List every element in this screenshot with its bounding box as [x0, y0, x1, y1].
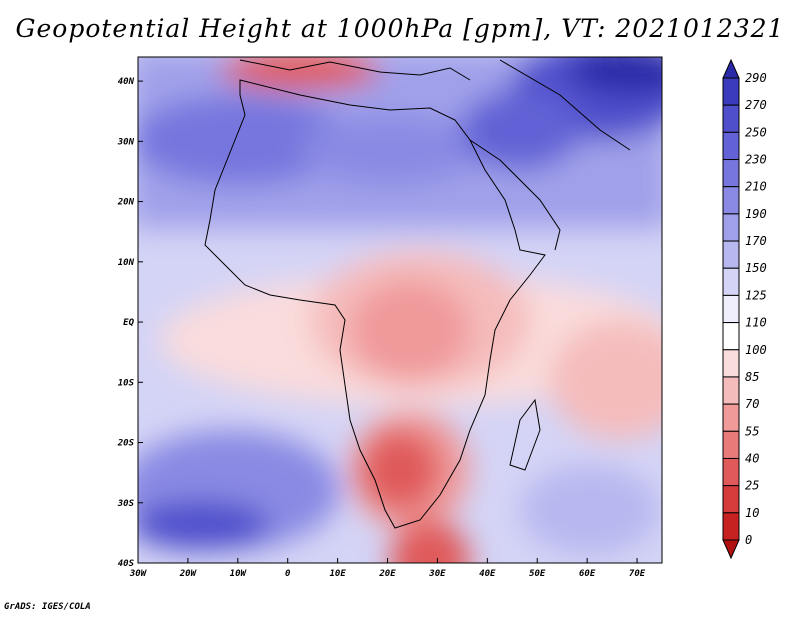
colorbar-segment [722, 267, 740, 296]
colorbar-segment [722, 240, 740, 269]
colorbar-segment [722, 213, 740, 242]
colorbar-label: 170 [745, 234, 767, 248]
lon-label: 20E [378, 569, 396, 579]
lat-label: 30N [117, 137, 135, 147]
map-title: Geopotential Height at 1000hPa [gpm], VT… [15, 14, 785, 43]
lat-label: 40S [118, 559, 135, 569]
colorbar-segment [722, 512, 740, 541]
colorbar-label: 0 [745, 533, 752, 547]
colorbar-top-arrow [722, 58, 740, 79]
longitude-axis: 30W 20W 10W 0 10E 20E 30E 40E 50E 60E 70E [129, 558, 646, 579]
colorbar-segment [722, 104, 740, 133]
lon-label: 30E [428, 569, 446, 579]
lon-label: 60E [579, 569, 596, 579]
colorbar-segment [722, 186, 740, 215]
lat-label: 10S [118, 378, 135, 388]
colorbar-label: 290 [745, 71, 767, 85]
lon-label: 10W [230, 569, 248, 579]
colorbar-segment [722, 159, 740, 188]
lat-label: 20S [117, 439, 135, 449]
colorbar-segment [722, 430, 740, 459]
lon-label: 10E [329, 569, 346, 579]
colorbar-label: 10 [745, 506, 759, 520]
colorbar-label: 40 [745, 451, 759, 465]
colorbar: 2902702502302101901701501251101008570554… [722, 58, 767, 560]
colorbar-segment [722, 376, 740, 405]
colorbar-label: 125 [745, 288, 767, 302]
colorbar-segment [722, 485, 740, 514]
lon-label: 0 [285, 569, 291, 579]
colorbar-label: 100 [745, 343, 767, 357]
colorbar-label: 85 [745, 370, 759, 384]
lat-label: 30S [117, 499, 135, 509]
lon-label: 70E [629, 569, 646, 579]
colorbar-label: 70 [745, 397, 759, 411]
plot-frame [137, 56, 663, 564]
colorbar-label: 190 [745, 207, 767, 221]
colorbar-bottom-arrow [722, 539, 740, 560]
lon-label: 50E [529, 569, 546, 579]
lon-label: 20W [179, 569, 198, 579]
colorbar-segment [722, 322, 740, 351]
colorbar-segment [722, 77, 740, 106]
colorbar-label: 25 [745, 479, 759, 493]
colorbar-segment [722, 131, 740, 161]
colorbar-label: 270 [745, 98, 767, 112]
lat-label: 20N [117, 198, 135, 208]
lon-label: 40E [479, 569, 496, 579]
latitude-axis: 40N 30N 20N 10N EQ 10S 20S 30S 40S [117, 77, 143, 569]
lat-label: 40N [118, 77, 135, 87]
lon-label: 30W [129, 569, 148, 579]
colorbar-label: 150 [745, 261, 767, 275]
colorbar-label: 55 [745, 424, 759, 438]
colorbar-segment [722, 349, 740, 378]
colorbar-label: 250 [745, 125, 767, 139]
lat-label: EQ [123, 318, 134, 328]
lat-label: 10N [118, 258, 135, 268]
colorbar-segment [722, 294, 740, 324]
colorbar-label: 230 [745, 153, 767, 167]
grads-credit: GrADS: IGES/COLA [4, 602, 91, 612]
colorbar-label: 110 [745, 316, 767, 330]
colorbar-segment [722, 457, 740, 487]
coastlines [204, 59, 631, 529]
colorbar-segment [722, 403, 740, 432]
height-field [138, 57, 662, 563]
colorbar-label: 210 [745, 180, 767, 194]
